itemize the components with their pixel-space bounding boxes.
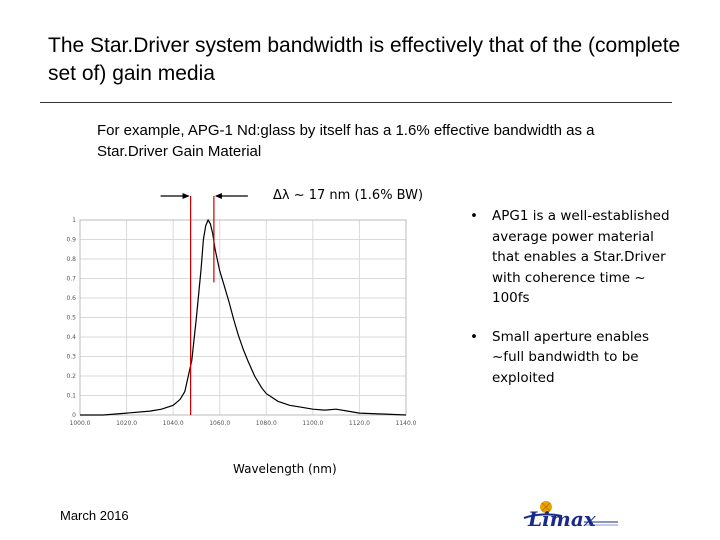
y-tick-label: 0.1 — [66, 393, 76, 400]
spectrum-chart: 0 0.1 0.2 0.3 0.4 0.5 0.6 0.7 0.8 0.9 1 1000.0 1020.… — [66, 193, 417, 427]
x-axis-label: Wavelength (nm) — [233, 462, 337, 476]
y-tick-label: 0.2 — [66, 373, 76, 380]
slide-subtitle: For example, APG-1 Nd:glass by itself ha… — [97, 122, 595, 160]
y-tick-label: 0.3 — [66, 354, 76, 361]
bandwidth-annotation: Δλ ~ 17 nm (1.6% BW) — [273, 188, 424, 203]
x-tick-label: 1120.0 — [349, 420, 370, 427]
x-tick-label: 1000.0 — [70, 420, 91, 427]
bullet-icon: • — [470, 328, 478, 345]
bullet-item: • APG1 is a well-established average pow… — [470, 206, 680, 309]
arrow-left-head — [182, 193, 190, 199]
y-tick-label: 0.9 — [66, 237, 76, 244]
company-logo-icon: Limax — [523, 501, 618, 531]
y-tick-label: 0 — [72, 412, 76, 419]
bullet-text: Small aperture enables ~full bandwidth t… — [492, 328, 649, 386]
slide-title: The Star.Driver system bandwidth is effe… — [48, 34, 681, 85]
plot-frame — [79, 219, 407, 416]
spectrum-line — [80, 218, 407, 416]
x-tick-label: 1080.0 — [256, 420, 277, 427]
bullet-text: APG1 is a well-established average power… — [492, 208, 670, 306]
y-tick-label: 0.8 — [66, 256, 76, 263]
footer-date: March 2016 — [60, 508, 129, 523]
bullet-item: • Small aperture enables ~full bandwidth… — [470, 327, 680, 389]
title-divider — [40, 102, 672, 103]
y-tick-label: 1 — [72, 217, 76, 224]
y-tick-label: 0.4 — [66, 334, 76, 341]
arrow-right-head — [214, 193, 222, 199]
x-tick-label: 1020.0 — [116, 420, 137, 427]
y-tick-label: 0.7 — [66, 276, 76, 283]
bullet-list: • APG1 is a well-established average pow… — [470, 206, 680, 406]
x-tick-label: 1100.0 — [302, 420, 323, 427]
y-tick-label: 0.5 — [66, 315, 76, 322]
y-tick-label: 0.6 — [66, 295, 76, 302]
x-tick-label: 1140.0 — [396, 420, 417, 427]
svg-text:Limax: Limax — [527, 507, 597, 531]
x-tick-label: 1060.0 — [209, 420, 230, 427]
x-tick-label: 1040.0 — [163, 420, 184, 427]
bullet-icon: • — [470, 208, 478, 224]
